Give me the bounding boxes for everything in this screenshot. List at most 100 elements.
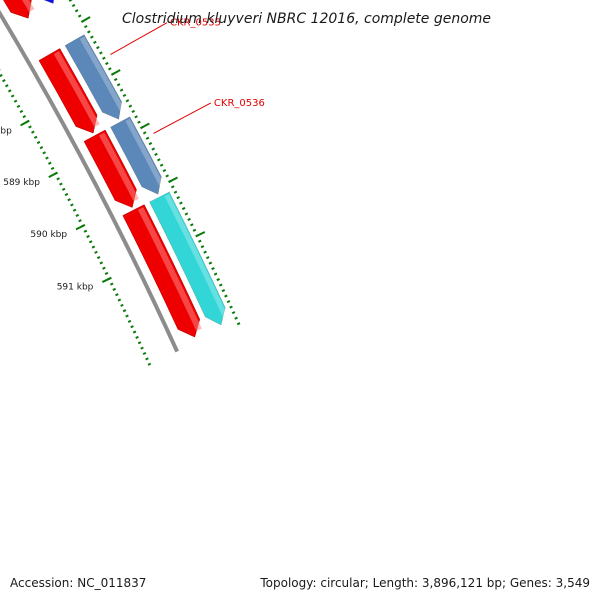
inner-tick-dot bbox=[28, 125, 32, 129]
cds-highlight bbox=[22, 0, 35, 13]
outer-tick-dot bbox=[137, 120, 141, 124]
outer-tick-dot bbox=[187, 217, 191, 221]
gene-label[interactable]: CKR_0535 bbox=[170, 18, 221, 29]
inner-tick-dot bbox=[64, 192, 69, 197]
inner-tick-dot bbox=[72, 208, 77, 212]
cds-arrow[interactable] bbox=[38, 48, 98, 134]
outer-tick-dot bbox=[71, 3, 76, 8]
inner-tick-dot bbox=[61, 187, 66, 191]
outer-tick-dot bbox=[231, 311, 236, 315]
major-tick bbox=[48, 171, 59, 179]
outer-tick-dot bbox=[221, 289, 226, 293]
outer-tick-dot bbox=[128, 104, 133, 108]
major-tick-outer bbox=[140, 122, 150, 130]
outer-tick-dot bbox=[93, 40, 97, 44]
inner-tick-dot bbox=[140, 346, 144, 350]
inner-tick-dot bbox=[88, 240, 93, 244]
outer-tick-dot bbox=[176, 196, 181, 200]
outer-tick-dot bbox=[84, 24, 88, 29]
cds-highlight bbox=[137, 207, 202, 332]
outer-tick-dot bbox=[203, 250, 207, 254]
accession-label: Accession: NC_011837 bbox=[10, 576, 146, 590]
major-tick-outer bbox=[80, 16, 91, 23]
inner-tick-dot bbox=[13, 99, 18, 103]
outer-tick-dot bbox=[189, 223, 194, 227]
inner-tick-dot bbox=[70, 203, 74, 207]
inner-tick-dot bbox=[83, 229, 88, 233]
outer-tick-dot bbox=[184, 212, 189, 216]
major-tick bbox=[20, 119, 30, 127]
cds-arrow[interactable] bbox=[0, 0, 32, 19]
outer-tick-dot bbox=[234, 316, 238, 320]
inner-tick-dot bbox=[147, 362, 152, 366]
inner-tick-dot bbox=[132, 330, 137, 334]
inner-tick-dot bbox=[112, 287, 117, 291]
outer-tick-dot bbox=[131, 109, 136, 114]
gene-label[interactable]: CKR_0536 bbox=[214, 98, 265, 109]
inner-tick-dot bbox=[94, 250, 98, 254]
outer-tick-dot bbox=[154, 152, 158, 156]
inner-tick-dot bbox=[33, 135, 38, 139]
inner-tick-dot bbox=[130, 325, 134, 329]
major-tick bbox=[101, 276, 112, 283]
tick-label: 589 kbp bbox=[3, 178, 40, 188]
outer-tick-dot bbox=[179, 201, 183, 205]
inner-tick-dot bbox=[48, 161, 52, 165]
inner-tick-dot bbox=[91, 245, 96, 249]
inner-tick-dot bbox=[120, 303, 124, 307]
major-tick-outer bbox=[110, 69, 121, 76]
major-tick-outer bbox=[168, 176, 178, 183]
inner-tick-dot bbox=[16, 104, 21, 108]
cds-highlight bbox=[53, 51, 100, 127]
inner-tick-dot bbox=[109, 282, 114, 286]
inner-tick-dot bbox=[96, 256, 101, 260]
outer-tick-dot bbox=[211, 267, 215, 271]
gene-arrow[interactable] bbox=[64, 34, 122, 120]
inner-tick-dot bbox=[56, 177, 60, 181]
outer-tick-dot bbox=[90, 35, 94, 39]
inner-tick-dot bbox=[78, 219, 82, 223]
gene-arrow[interactable] bbox=[149, 191, 226, 326]
major-tick bbox=[75, 223, 86, 231]
cds-arrow[interactable] bbox=[122, 204, 201, 338]
outer-tick-dot bbox=[159, 163, 164, 167]
outer-tick-dot bbox=[151, 147, 155, 151]
inner-tick-dot bbox=[50, 166, 55, 171]
inner-tick-dot bbox=[5, 84, 9, 88]
outer-tick-dot bbox=[68, 0, 73, 2]
outer-tick-dot bbox=[157, 158, 161, 162]
outer-tick-dot bbox=[200, 245, 205, 249]
inner-tick-dot bbox=[125, 314, 129, 318]
inner-tick-dot bbox=[7, 89, 12, 93]
gene-label-line bbox=[153, 102, 212, 134]
tick-label: 588 kbp bbox=[0, 126, 12, 136]
inner-tick-dot bbox=[115, 293, 119, 297]
inner-tick-dot bbox=[59, 182, 63, 186]
outer-tick-dot bbox=[192, 228, 197, 232]
outer-tick-dot bbox=[224, 294, 228, 298]
inner-tick-dot bbox=[122, 309, 127, 313]
cds-arrow[interactable] bbox=[83, 129, 137, 208]
inner-tick-dot bbox=[137, 341, 142, 345]
inner-tick-dot bbox=[142, 351, 147, 356]
outer-tick-dot bbox=[116, 83, 121, 87]
outer-tick-dot bbox=[236, 322, 241, 326]
outer-tick-dot bbox=[226, 300, 231, 304]
gene-highlight bbox=[164, 194, 229, 319]
gene-arrow[interactable] bbox=[16, 0, 55, 4]
outer-tick-dot bbox=[208, 261, 213, 265]
inner-tick-dot bbox=[86, 234, 90, 239]
outer-tick-dot bbox=[205, 256, 210, 260]
inner-tick-dot bbox=[117, 298, 122, 302]
gene-arrow[interactable] bbox=[110, 116, 162, 195]
inner-tick-dot bbox=[22, 115, 27, 119]
outer-tick-dot bbox=[74, 9, 79, 13]
outer-tick-dot bbox=[108, 67, 112, 71]
inner-tick-dot bbox=[135, 335, 139, 339]
cds-highlight bbox=[98, 132, 139, 202]
outer-tick-dot bbox=[96, 46, 100, 50]
gene-highlight bbox=[79, 36, 126, 113]
map-title: Clostridium kluyveri NBRC 12016, complet… bbox=[122, 11, 491, 27]
